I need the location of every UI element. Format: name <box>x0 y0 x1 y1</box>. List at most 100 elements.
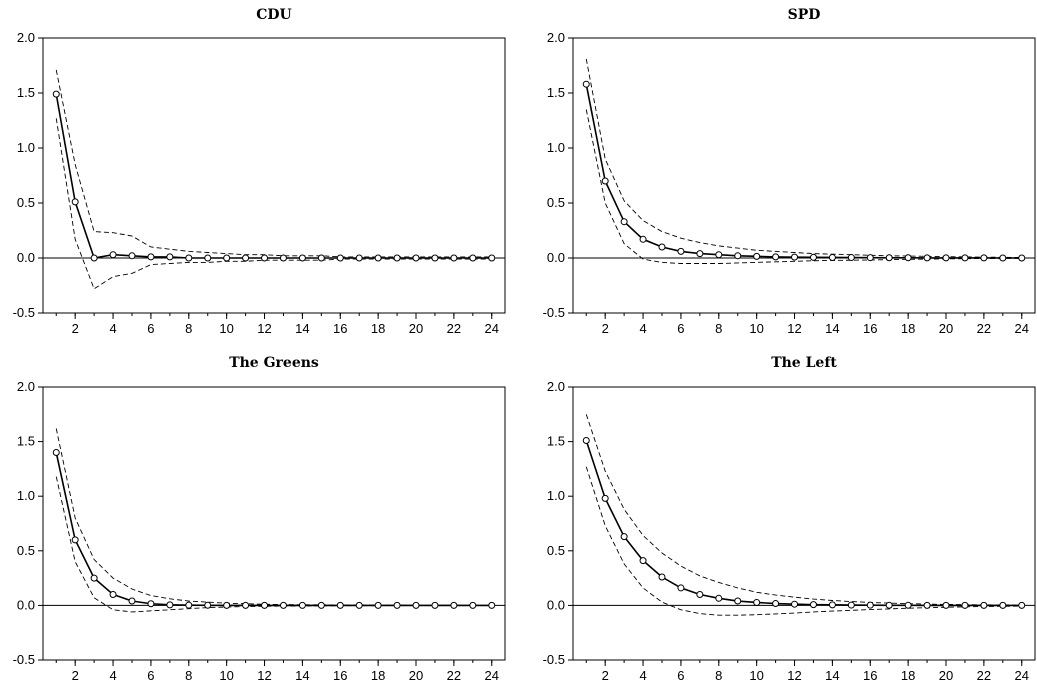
x-tick-label: 2 <box>72 668 79 683</box>
x-tick-label: 16 <box>333 321 347 336</box>
response-point <box>885 601 893 609</box>
x-tick-label: 24 <box>485 321 499 336</box>
y-tick-label: 1.0 <box>547 140 565 155</box>
response-point <box>885 254 893 262</box>
upper-confidence-band <box>585 58 1022 258</box>
x-tick-label: 18 <box>901 321 915 336</box>
response-point <box>923 254 931 262</box>
response-point <box>734 252 742 260</box>
response-point <box>469 254 477 262</box>
response-point <box>166 601 174 609</box>
response-point <box>601 494 609 502</box>
y-tick-label: 1.5 <box>17 85 35 100</box>
panel-the-greens: The Greens -0.50.00.51.01.52.02 4 6 8 10 12 14… <box>13 355 506 683</box>
response-point <box>791 600 799 608</box>
y-tick-label: -0.5 <box>13 652 35 667</box>
y-tick-label: 0.0 <box>17 250 35 265</box>
response-point <box>336 601 344 609</box>
x-tick-label: 22 <box>977 321 991 336</box>
x-tick-label: 10 <box>749 321 763 336</box>
x-tick-label: 16 <box>863 668 877 683</box>
upper-confidence-band <box>55 69 492 258</box>
response-point <box>128 597 136 605</box>
lower-confidence-band <box>55 118 492 290</box>
x-tick-label: 6 <box>677 321 684 336</box>
response-point <box>923 601 931 609</box>
response-point <box>185 254 193 262</box>
response-point <box>431 254 439 262</box>
x-tick-label: 8 <box>185 321 192 336</box>
x-tick-label: 18 <box>371 321 385 336</box>
panel-cdu: CDU -0.50.00.51.01.52.02 4 6 8 10 12 14 16 18 20 2… <box>13 7 506 336</box>
x-tick-label: 2 <box>602 321 609 336</box>
response-point <box>374 254 382 262</box>
response-point <box>904 601 912 609</box>
panel-spd: SPD -0.50.00.51.01.52.02 4 6 8 10 12 14 16 18 20 2… <box>543 7 1036 336</box>
response-point <box>431 601 439 609</box>
y-tick-label: 0.5 <box>17 543 35 558</box>
response-point <box>204 601 212 609</box>
response-point <box>847 254 855 262</box>
y-tick-label: 1.0 <box>17 488 35 503</box>
response-point <box>298 254 306 262</box>
response-point <box>620 533 628 541</box>
response-point <box>261 254 269 262</box>
y-tick-label: -0.5 <box>543 652 565 667</box>
x-tick-label: 14 <box>825 321 839 336</box>
response-point <box>242 601 250 609</box>
x-tick-label: 2 <box>72 321 79 336</box>
response-point <box>393 254 401 262</box>
y-tick-label: 2.0 <box>17 30 35 45</box>
x-tick-label: 20 <box>409 321 423 336</box>
panel-the-left: The Left -0.50.00.51.01.52.02 4 6 8 10 12 14 16… <box>543 355 1036 683</box>
response-line <box>585 440 1022 607</box>
response-point <box>279 601 287 609</box>
response-point <box>904 254 912 262</box>
response-point <box>866 254 874 262</box>
x-tick-label: 14 <box>825 668 839 683</box>
response-point <box>355 254 363 262</box>
response-point <box>942 254 950 262</box>
response-point <box>772 253 780 261</box>
plot-frame <box>572 386 1036 661</box>
response-point <box>1018 601 1026 609</box>
response-point <box>961 601 969 609</box>
response-point <box>696 250 704 258</box>
x-tick-label: 10 <box>219 668 233 683</box>
response-point <box>999 254 1007 262</box>
response-point <box>677 247 685 255</box>
response-point <box>242 254 250 262</box>
response-point <box>980 601 988 609</box>
x-tick-label: 24 <box>485 668 499 683</box>
plot-frame <box>572 37 1036 314</box>
x-tick-label: 20 <box>939 668 953 683</box>
response-point <box>90 254 98 262</box>
response-point <box>393 601 401 609</box>
x-tick-label: 24 <box>1015 668 1029 683</box>
x-tick-label: 24 <box>1015 321 1029 336</box>
response-point <box>71 536 79 544</box>
response-point <box>809 253 817 261</box>
lower-confidence-band <box>585 466 1022 616</box>
x-tick-label: 12 <box>787 321 801 336</box>
response-point <box>620 218 628 226</box>
plot-frame <box>42 386 506 661</box>
response-point <box>109 590 117 598</box>
response-point <box>185 601 193 609</box>
response-point <box>847 601 855 609</box>
response-point <box>52 90 60 98</box>
response-point <box>866 601 874 609</box>
response-point <box>582 437 590 445</box>
y-tick-label: 0.0 <box>547 250 565 265</box>
x-tick-label: 4 <box>639 321 646 336</box>
y-tick-label: 2.0 <box>17 379 35 394</box>
response-line <box>585 84 1022 259</box>
panel-title: CDU <box>256 7 292 23</box>
response-point <box>658 573 666 581</box>
plot-frame <box>42 37 506 314</box>
x-tick-label: 4 <box>109 321 116 336</box>
response-point <box>412 601 420 609</box>
response-point <box>279 254 287 262</box>
response-point <box>71 198 79 206</box>
